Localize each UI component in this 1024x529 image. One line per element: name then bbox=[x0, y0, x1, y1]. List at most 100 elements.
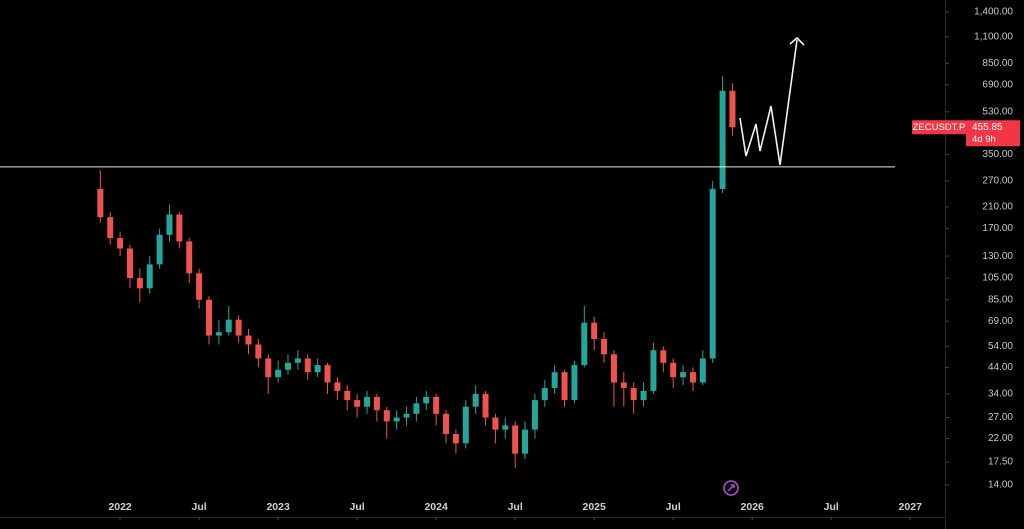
x-tick-label: 2022 bbox=[108, 501, 132, 513]
y-tick-label: 850.00 bbox=[982, 58, 1013, 69]
candle-body bbox=[512, 425, 519, 454]
x-tick-label: 2023 bbox=[266, 501, 290, 513]
symbol-tag bbox=[912, 120, 966, 135]
x-tick-label: 2024 bbox=[424, 501, 448, 513]
event-icon-glyph bbox=[727, 484, 735, 492]
candle-body bbox=[97, 188, 104, 218]
price-label: 455.85 bbox=[972, 122, 1003, 133]
candle-body bbox=[186, 241, 193, 274]
y-tick-label: 1,400.00 bbox=[974, 7, 1013, 18]
x-tick-label: Jul bbox=[350, 501, 365, 513]
y-tick-label: 85.00 bbox=[988, 294, 1013, 305]
candle-body bbox=[354, 400, 361, 407]
candle-body bbox=[492, 417, 499, 430]
candle-body bbox=[591, 322, 598, 340]
candle-body bbox=[472, 393, 479, 407]
x-tick-label: Jul bbox=[192, 501, 207, 513]
candle-body bbox=[393, 417, 400, 422]
x-tick-label: Jul bbox=[824, 501, 839, 513]
candle-body bbox=[373, 396, 380, 411]
candle-body bbox=[235, 319, 242, 336]
y-tick-label: 170.00 bbox=[982, 223, 1013, 234]
candle-body bbox=[383, 410, 390, 422]
candle-body bbox=[660, 350, 667, 363]
candle-body bbox=[324, 365, 331, 383]
candle-body bbox=[522, 429, 529, 454]
candle-body bbox=[689, 372, 696, 383]
drawn-arrowhead bbox=[789, 36, 805, 46]
candle-body bbox=[107, 217, 114, 239]
candle-body bbox=[146, 264, 153, 289]
candle-body bbox=[265, 358, 272, 378]
candle-body bbox=[482, 393, 489, 418]
candle-body bbox=[344, 390, 351, 401]
plot-area bbox=[97, 76, 736, 469]
candle-body bbox=[443, 413, 450, 435]
y-tick-label: 34.00 bbox=[988, 389, 1013, 400]
y-tick-label: 27.00 bbox=[988, 412, 1013, 423]
candle-body bbox=[502, 425, 509, 430]
candle-body bbox=[630, 387, 637, 401]
candle-body bbox=[551, 372, 558, 388]
candle-body bbox=[156, 234, 163, 265]
y-tick-label: 105.00 bbox=[982, 273, 1013, 284]
candle-body bbox=[166, 214, 173, 235]
candle-body bbox=[650, 350, 657, 391]
candle-body bbox=[709, 188, 716, 359]
candle-body bbox=[610, 354, 617, 383]
candle-body bbox=[225, 319, 232, 333]
candle-body bbox=[294, 358, 301, 363]
candle-body bbox=[581, 322, 588, 366]
x-tick-label: 2026 bbox=[741, 501, 765, 513]
candle-body bbox=[433, 396, 440, 414]
candle-body bbox=[403, 413, 410, 418]
candle-body bbox=[541, 387, 548, 401]
candle-body bbox=[275, 369, 282, 378]
candle-body bbox=[117, 238, 124, 249]
candle-body bbox=[462, 406, 469, 444]
x-tick-label: 2027 bbox=[899, 501, 923, 513]
candle-body bbox=[640, 390, 647, 401]
candle-body bbox=[531, 400, 538, 430]
candle-body bbox=[334, 382, 341, 391]
candle-body bbox=[314, 365, 321, 373]
event-icon[interactable] bbox=[723, 480, 739, 496]
candle-body bbox=[620, 382, 627, 388]
x-tick-label: 2025 bbox=[583, 501, 607, 513]
candle-body bbox=[719, 90, 726, 189]
candle-body bbox=[255, 344, 262, 359]
y-tick-label: 270.00 bbox=[982, 176, 1013, 187]
x-tick-label: Jul bbox=[508, 501, 523, 513]
candle-body bbox=[205, 299, 212, 336]
candle-body bbox=[423, 396, 430, 404]
candle-body bbox=[136, 278, 143, 289]
candle-body bbox=[561, 372, 568, 401]
y-tick-label: 17.50 bbox=[988, 457, 1013, 468]
candle-body bbox=[364, 396, 371, 407]
y-tick-label: 14.00 bbox=[988, 480, 1013, 491]
y-tick-label: 530.00 bbox=[982, 106, 1013, 117]
candle-body bbox=[285, 362, 292, 370]
y-tick-label: 690.00 bbox=[982, 79, 1013, 90]
candle-body bbox=[729, 90, 736, 128]
y-tick-label: 69.00 bbox=[988, 316, 1013, 327]
candle-body bbox=[126, 248, 133, 279]
candle-body bbox=[176, 214, 183, 242]
y-tick-label: 210.00 bbox=[982, 202, 1013, 213]
candle-body bbox=[304, 358, 311, 373]
y-tick-label: 44.00 bbox=[988, 362, 1013, 373]
y-tick-label: 22.00 bbox=[988, 433, 1013, 444]
candle-body bbox=[670, 362, 677, 378]
candle-body bbox=[215, 332, 222, 336]
candle-body bbox=[601, 339, 608, 355]
y-tick-label: 54.00 bbox=[988, 341, 1013, 352]
y-tick-label: 350.00 bbox=[982, 149, 1013, 160]
candle-body bbox=[413, 403, 420, 414]
drawn-projection bbox=[739, 39, 798, 166]
candle-body bbox=[245, 335, 252, 345]
candle-body bbox=[699, 358, 706, 383]
y-tick-label: 1,100.00 bbox=[974, 31, 1013, 42]
